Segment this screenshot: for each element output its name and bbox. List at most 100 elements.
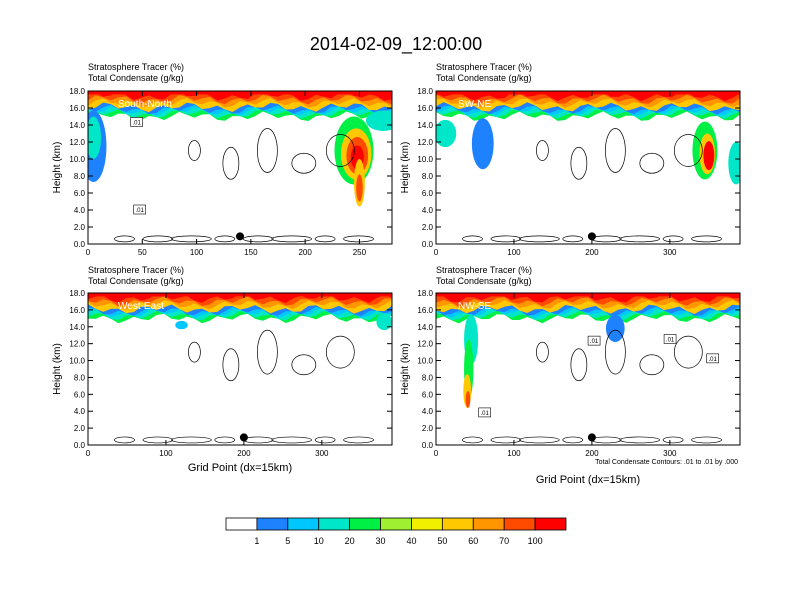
x-tick-label: 200 (298, 248, 312, 257)
contour-loop (325, 335, 355, 369)
contour-loop (214, 235, 236, 243)
contour-loop (562, 436, 584, 444)
contour-loop (257, 329, 278, 375)
y-axis-label: Height (km) (400, 343, 411, 395)
tracer-intrusion (471, 118, 494, 170)
colorbar-swatch (441, 517, 474, 531)
y-tick-label: 10.0 (417, 155, 433, 164)
panel-title-line2: Total Condensate (g/kg) (88, 73, 184, 83)
contour-loop (673, 134, 703, 167)
y-tick-label: 16.0 (417, 306, 433, 315)
colorbar-swatch (380, 517, 412, 531)
tracer-shading (436, 91, 740, 185)
tracer-band-top (436, 293, 740, 297)
y-tick-label: 14.0 (417, 323, 433, 332)
contour-label-box (587, 335, 601, 346)
contour-loop (114, 235, 135, 243)
tracer-intrusion (728, 142, 740, 185)
condensate-contours (462, 329, 722, 444)
colorbar-label: 30 (376, 536, 386, 546)
x-tick-label: 250 (353, 248, 367, 257)
contour-loop (271, 436, 313, 444)
location-marker (587, 433, 596, 442)
x-tick-label: 0 (434, 248, 439, 257)
panel-title-line1: Stratosphere Tracer (%) (88, 62, 184, 72)
panel-nw-se: Stratosphere Tracer (%) Total Condensate… (400, 265, 741, 486)
plot-frame (435, 90, 741, 245)
colorbar-swatch (534, 517, 567, 531)
x-axis-label: Grid Point (dx=15km) (536, 474, 640, 486)
colorbar-swatch (225, 517, 258, 531)
contour-loop (662, 235, 684, 243)
x-tick-label: 100 (507, 248, 521, 257)
contour-loop (619, 235, 661, 243)
panel-south-north: Stratosphere Tracer (%) Total Condensate… (52, 62, 393, 257)
x-axis-label: Grid Point (dx=15km) (188, 462, 292, 474)
x-tick-label: 50 (138, 248, 147, 257)
colorbar-label: 50 (437, 536, 447, 546)
contour-loop (271, 235, 313, 243)
x-tick-label: 0 (86, 248, 91, 257)
tracer-band-top (88, 91, 392, 95)
contour-loop (619, 436, 661, 444)
colorbar-label: 20 (345, 536, 355, 546)
panel-title-line1: Stratosphere Tracer (%) (88, 265, 184, 275)
y-tick-label: 18.0 (417, 289, 433, 298)
location-marker (236, 232, 244, 241)
plot-frame (87, 292, 393, 446)
y-tick-label: 10.0 (69, 155, 85, 164)
colorbar: 1 5 10 20 30 40 50 60 70 100 (225, 517, 567, 546)
colorbar-label: 70 (499, 536, 509, 546)
y-tick-label: 4.0 (422, 407, 434, 416)
y-tick-label: 8.0 (74, 172, 86, 181)
y-tick-label: 12.0 (417, 340, 433, 349)
y-tick-label: 12.0 (417, 138, 433, 147)
y-tick-label: 12.0 (69, 138, 85, 147)
y-tick-label: 2.0 (74, 223, 86, 232)
contour-label-box (133, 204, 146, 215)
y-tick-label: 4.0 (74, 407, 86, 416)
section-name: South-North (118, 99, 172, 110)
tracer-intrusion (605, 314, 625, 342)
x-tick-label: 0 (434, 449, 439, 458)
contour-loop (314, 235, 336, 243)
contour-loop (142, 235, 174, 243)
contour-loop (562, 235, 584, 243)
contour-loop (519, 436, 560, 444)
y-axis-label: Height (km) (52, 343, 63, 395)
y-tick-label: 16.0 (417, 104, 433, 113)
contour-loop (291, 354, 317, 376)
panel-title-line2: Total Condensate (g/kg) (436, 73, 532, 83)
colorbar-label: 40 (406, 536, 416, 546)
tracer-band-top (436, 91, 740, 95)
panel-sw-ne: Stratosphere Tracer (%) Total Condensate… (400, 62, 741, 257)
y-tick-label: 6.0 (422, 390, 434, 399)
contour-loop (462, 436, 483, 444)
contour-label: .01 (480, 411, 489, 417)
tracer-intrusion (436, 119, 457, 148)
x-tick-label: 300 (315, 449, 329, 458)
x-tick-label: 200 (585, 248, 599, 257)
colorbar-swatch (287, 517, 320, 531)
x-tick-label: 300 (663, 248, 677, 257)
y-tick-label: 12.0 (69, 340, 85, 349)
contour-label-box (706, 353, 719, 364)
colorbar-label: 10 (314, 536, 324, 546)
contour-loop (188, 341, 201, 363)
y-axis-label: Height (km) (52, 142, 63, 194)
section-name: West-East (118, 301, 164, 312)
plot-frame (87, 90, 393, 245)
contour-loop (536, 341, 549, 363)
y-tick-label: 6.0 (74, 390, 86, 399)
y-tick-label: 8.0 (422, 373, 434, 382)
colorbar-label: 100 (528, 536, 543, 546)
tracer-intrusion (175, 320, 188, 330)
contour-footnote: Total Condensate Contours: .01 to .01 by… (595, 459, 738, 466)
tracer-intrusion (88, 116, 102, 159)
y-tick-label: 14.0 (417, 121, 433, 130)
y-tick-label: 16.0 (69, 104, 85, 113)
colorbar-label: 60 (468, 536, 478, 546)
panel-title-line2: Total Condensate (g/kg) (436, 276, 532, 286)
location-marker (239, 433, 248, 442)
contour-loop (171, 235, 212, 243)
